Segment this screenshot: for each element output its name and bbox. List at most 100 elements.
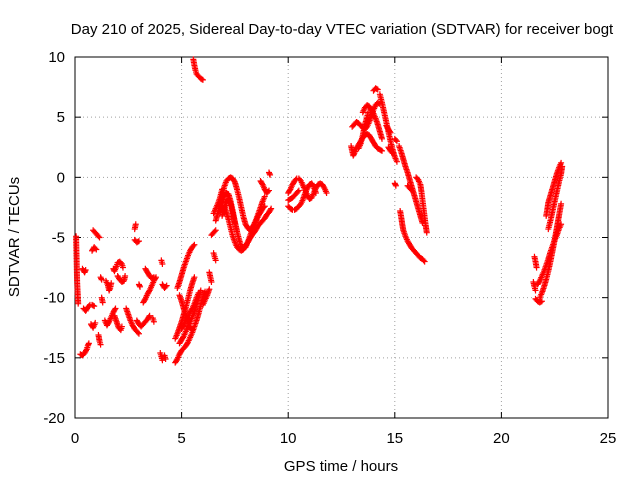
data-point bbox=[392, 137, 399, 144]
data-point bbox=[261, 193, 268, 200]
data-point bbox=[374, 86, 381, 93]
data-point bbox=[219, 186, 226, 193]
data-point bbox=[195, 289, 202, 296]
data-point bbox=[190, 242, 197, 249]
data-point bbox=[112, 305, 119, 312]
data-point bbox=[82, 266, 89, 273]
y-tick-label: -10 bbox=[43, 290, 65, 307]
data-point bbox=[85, 340, 92, 347]
data-point bbox=[83, 347, 90, 354]
data-point bbox=[532, 287, 539, 294]
data-point bbox=[234, 228, 241, 235]
data-point bbox=[85, 303, 92, 310]
data-point bbox=[323, 189, 330, 196]
data-point bbox=[264, 188, 271, 195]
data-point bbox=[132, 221, 139, 228]
y-tick-labels: -20 -15 -10 -5 0 5 10 bbox=[43, 49, 65, 427]
data-point bbox=[294, 188, 301, 195]
y-tick-label: 10 bbox=[48, 49, 65, 66]
data-point bbox=[377, 147, 384, 154]
data-point bbox=[91, 303, 98, 310]
data-point bbox=[191, 274, 198, 281]
x-tick-labels: 0 5 10 15 20 25 bbox=[71, 430, 617, 447]
data-point bbox=[162, 283, 169, 290]
data-point bbox=[558, 221, 565, 228]
data-point bbox=[96, 234, 103, 241]
y-tick-label: -5 bbox=[52, 230, 65, 247]
x-tick-label: 10 bbox=[280, 430, 297, 447]
data-point bbox=[149, 274, 156, 281]
data-point bbox=[135, 330, 142, 337]
data-point bbox=[261, 203, 268, 210]
data-point bbox=[420, 257, 427, 264]
data-point bbox=[379, 135, 386, 142]
data-point bbox=[99, 299, 106, 306]
data-point bbox=[421, 258, 428, 265]
data-point bbox=[558, 200, 565, 207]
data-point bbox=[295, 187, 302, 194]
data-point bbox=[117, 259, 124, 266]
data-point bbox=[92, 319, 99, 326]
y-tick-label: -20 bbox=[43, 410, 65, 427]
data-point bbox=[386, 128, 393, 135]
data-point bbox=[537, 298, 544, 305]
data-point bbox=[408, 187, 415, 194]
data-point bbox=[95, 233, 102, 240]
data-point bbox=[559, 163, 566, 170]
data-point bbox=[373, 85, 380, 92]
grid-lines bbox=[75, 57, 608, 418]
data-point bbox=[387, 129, 394, 136]
data-point bbox=[533, 264, 540, 271]
data-point bbox=[407, 186, 414, 193]
data-point bbox=[393, 138, 400, 145]
x-tick-label: 0 bbox=[71, 430, 79, 447]
data-point bbox=[122, 273, 129, 280]
data-point bbox=[379, 147, 386, 154]
data-point bbox=[150, 318, 157, 325]
data-point bbox=[206, 286, 213, 293]
data-point bbox=[211, 228, 218, 235]
data-point bbox=[118, 323, 125, 330]
data-point bbox=[188, 325, 195, 332]
data-point bbox=[146, 312, 153, 319]
y-axis-label: SDTVAR / TECUs bbox=[6, 177, 23, 297]
data-point bbox=[191, 241, 198, 248]
data-point bbox=[212, 227, 219, 234]
data-point bbox=[163, 282, 170, 289]
data-point bbox=[389, 150, 396, 157]
data-point bbox=[90, 302, 97, 309]
x-tick-label: 5 bbox=[177, 430, 185, 447]
data-point bbox=[159, 260, 166, 267]
data-point bbox=[97, 341, 104, 348]
data-point bbox=[108, 280, 115, 287]
data-point bbox=[266, 187, 273, 194]
y-tick-label: 0 bbox=[57, 169, 65, 186]
data-point bbox=[150, 274, 157, 281]
data-point bbox=[189, 327, 196, 334]
data-point bbox=[92, 245, 99, 252]
y-tick-label: 5 bbox=[57, 109, 65, 126]
data-point bbox=[159, 357, 166, 364]
data-point bbox=[393, 158, 400, 165]
plot-frame bbox=[74, 56, 609, 419]
data-point bbox=[111, 306, 118, 313]
data-point bbox=[267, 171, 274, 178]
data-point bbox=[98, 276, 105, 283]
data-point bbox=[538, 298, 545, 305]
data-point bbox=[268, 205, 275, 212]
x-tick-label: 20 bbox=[493, 430, 510, 447]
data-point bbox=[231, 177, 238, 184]
data-point bbox=[137, 283, 144, 290]
data-point bbox=[392, 182, 399, 189]
y-tick-label: -15 bbox=[43, 350, 65, 367]
data-point bbox=[260, 204, 267, 211]
data-point bbox=[365, 109, 372, 116]
data-point bbox=[134, 238, 141, 245]
chart-title: Day 210 of 2025, Sidereal Day-to-day VTE… bbox=[71, 21, 614, 38]
x-tick-label: 15 bbox=[386, 430, 403, 447]
data-point bbox=[267, 206, 274, 213]
data-point bbox=[388, 149, 395, 156]
data-point bbox=[162, 356, 169, 363]
axis-ticks bbox=[74, 56, 609, 419]
